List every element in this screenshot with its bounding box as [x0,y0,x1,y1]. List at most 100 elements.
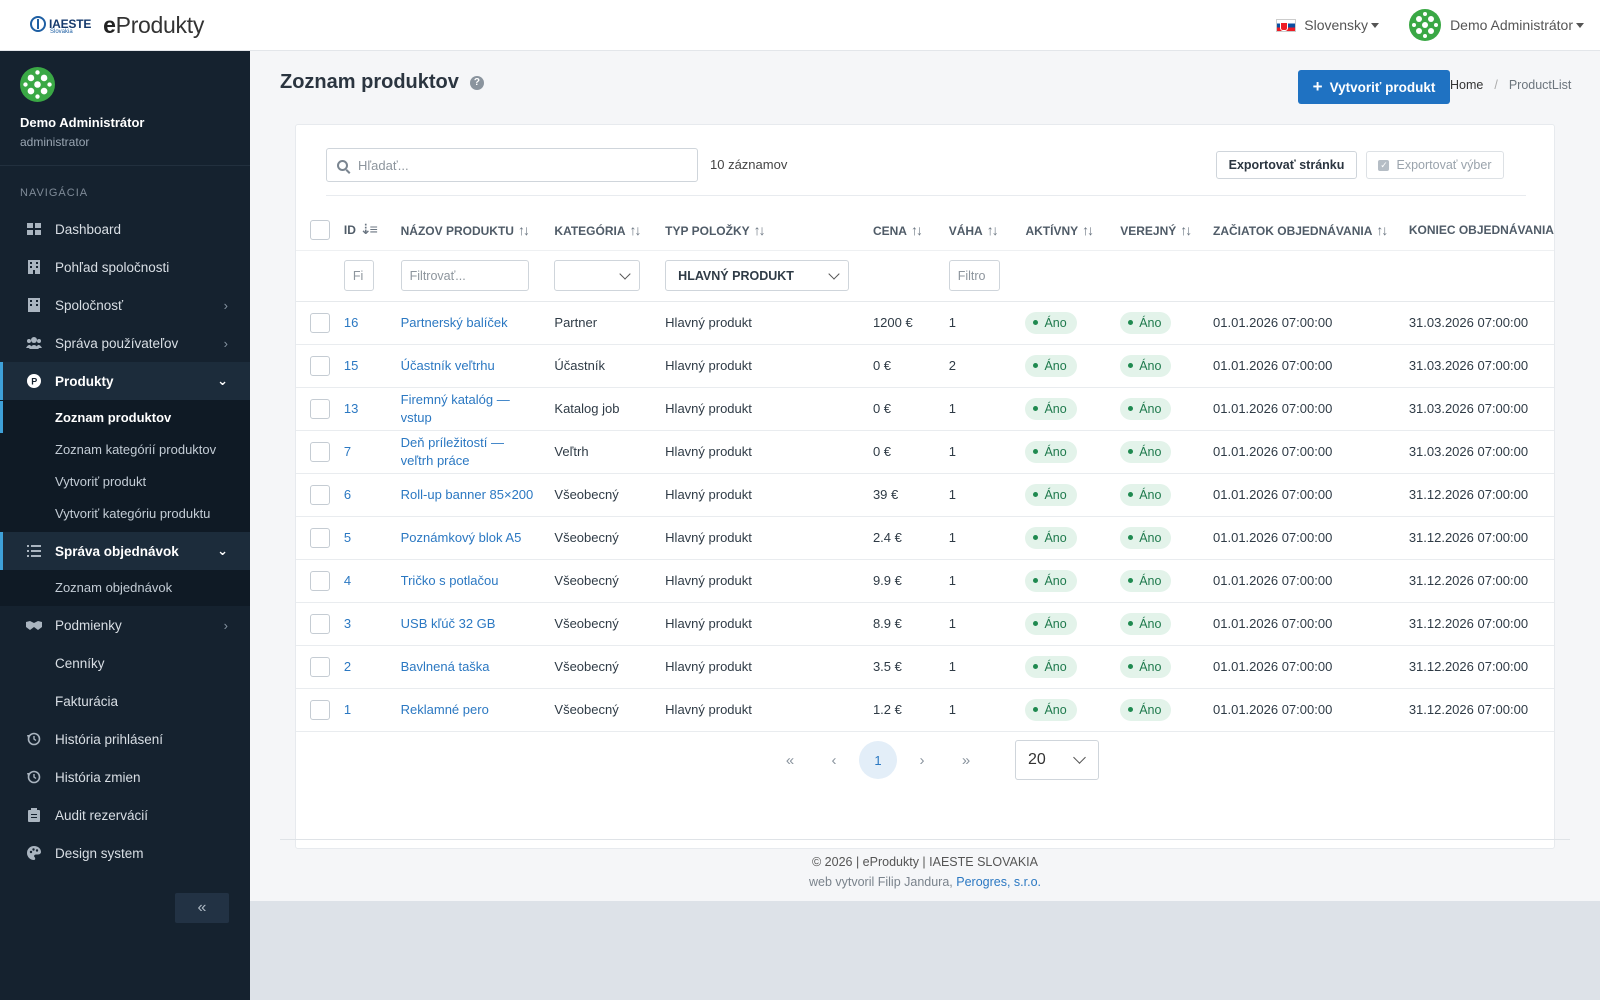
sidebar-subitem-product-list[interactable]: Zoznam produktov [0,401,250,433]
sidebar-item-dashboard[interactable]: Dashboard [0,210,250,248]
page-button-current[interactable]: 1 [859,741,897,779]
column-header-type[interactable]: TYP POLOŽKY ↑↓ [665,210,873,251]
row-checkbox[interactable] [310,484,330,505]
sidebar-subitem-invoicing[interactable]: Fakturácia [55,693,119,709]
user-menu[interactable]: Demo Administrátor [1409,9,1584,41]
sidebar-item-reservation-audit[interactable]: Audit rezervácií [0,796,250,834]
id-filter-input[interactable] [343,260,374,291]
column-header-order-start[interactable]: ZAČIATOK OBJEDNÁVANIA ↑↓ [1213,210,1409,251]
column-header-id[interactable]: ID ⇣≡ [343,210,401,251]
search-input[interactable] [358,157,678,173]
product-name-link[interactable]: Partnerský balíček [400,314,508,330]
row-checkbox[interactable] [310,398,330,419]
column-header-category[interactable]: KATEGÓRIA ↑↓ [554,210,666,251]
next-page-button[interactable]: › [919,751,925,769]
product-id-link[interactable]: 15 [343,358,359,373]
product-id-link[interactable]: 2 [343,659,352,674]
sidebar-subitem-order-list[interactable]: Zoznam objednávok [55,579,173,595]
page-size-select[interactable]: 20 [1015,740,1099,780]
row-checkbox[interactable] [310,699,330,720]
type-filter-select[interactable]: HLAVNÝ PRODUKT [665,260,850,291]
product-id-link[interactable]: 16 [343,315,359,330]
order-start-cell: 01.01.2026 07:00:00 [1213,688,1409,732]
row-checkbox[interactable] [310,355,330,376]
column-header-name[interactable]: NÁZOV PRODUKTU ↑↓ [400,210,555,251]
sidebar-item-products[interactable]: P Produkty ⌄ [0,362,250,400]
first-page-button[interactable]: « [785,751,795,769]
column-header-order-end[interactable]: KONIEC OBJEDNÁVANIA [1408,210,1554,251]
product-name-link[interactable]: Reklamné pero [400,701,489,717]
product-id-link[interactable]: 4 [343,573,352,588]
row-checkbox[interactable] [310,613,330,634]
sidebar-item-company[interactable]: Spoločnosť › [0,286,250,324]
category-filter-select[interactable] [554,260,641,291]
product-name-link[interactable]: Tričko s potlačou [400,572,499,588]
product-name-link[interactable]: Deň príležitostí — veľtrh práce [400,434,504,468]
table-row[interactable]: 1 Reklamné pero Všeobecný Hlavný produkt 1.2… [296,688,1554,732]
table-row[interactable]: 7 Deň príležitostí — veľtrh práce Veľtrh Hl… [296,430,1554,474]
row-checkbox[interactable] [310,656,330,677]
sidebar-subitem-create-product[interactable]: Vytvoriť produkt [55,473,147,489]
product-name-link[interactable]: USB kľúč 32 GB [400,615,496,631]
product-id-link[interactable]: 6 [343,487,352,502]
sidebar-subitem-category-list[interactable]: Zoznam kategórií produktov [55,441,217,457]
sidebar-item-change-history[interactable]: História zmien [0,758,250,796]
sidebar-item-design-system[interactable]: Design system [0,834,250,872]
weight-cell: 1 [948,559,1026,603]
sidebar-item-login-history[interactable]: História prihlásení [0,720,250,758]
public-badge: Áno [1120,483,1172,506]
product-name-link[interactable]: Roll-up banner 85×200 [400,486,534,502]
table-row[interactable]: 4 Tričko s potlačou Všeobecný Hlavný produk… [296,559,1554,603]
table-row[interactable]: 15 Účastník veľtrhu Účastník Hlavný produkt… [296,344,1554,388]
product-id-link[interactable]: 3 [343,616,352,631]
product-name-link[interactable]: Poznámkový blok A5 [400,529,522,545]
product-name-link[interactable]: Bavlnená taška [400,658,490,674]
sidebar-item-orders[interactable]: Správa objednávok ⌄ [0,532,250,570]
sidebar-item-conditions[interactable]: Podmienky › [0,606,250,644]
export-page-button[interactable]: Exportovať stránku [1216,151,1357,179]
table-row[interactable]: 2 Bavlnená taška Všeobecný Hlavný produkt 3.… [296,645,1554,689]
footer: © 2026 | eProdukty | IAESTE SLOVAKIA web… [280,839,1570,892]
column-header-price[interactable]: CENA ↑↓ [872,210,949,251]
last-page-button[interactable]: » [961,751,971,769]
sidebar-subitem-create-category[interactable]: Vytvoriť kategóriu produktu [55,505,211,521]
name-filter-input[interactable] [400,260,529,291]
select-all-checkbox[interactable] [310,219,330,240]
column-header-public[interactable]: VEREJNÝ ↑↓ [1120,210,1214,251]
product-id-link[interactable]: 13 [343,401,359,416]
status-dot-icon [1128,492,1134,497]
table-row[interactable]: 16 Partnerský balíček Partner Hlavný produk… [296,301,1554,345]
table-row[interactable]: 6 Roll-up banner 85×200 Všeobecný Hlavný pr… [296,473,1554,517]
prev-page-button[interactable]: ‹ [831,751,837,769]
language-dropdown[interactable]: Slovensky [1276,17,1380,33]
column-header-weight[interactable]: VÁHA ↑↓ [948,210,1026,251]
table-row[interactable]: 13 Firemný katalóg — vstup Katalog job Hlav… [296,387,1554,431]
help-icon[interactable]: ? [469,75,484,90]
product-name-link[interactable]: Firemný katalóg — vstup [400,391,510,425]
column-header-active[interactable]: AKTÍVNY ↑↓ [1025,210,1121,251]
sidebar-item-company-view[interactable]: Pohľad spoločnosti [0,248,250,286]
row-checkbox[interactable] [310,570,330,591]
footer-company-link[interactable]: Perogres, s.r.o. [956,875,1042,889]
avatar [1409,9,1442,41]
product-id-link[interactable]: 1 [343,702,352,717]
weight-filter-input[interactable] [948,260,1000,291]
product-id-link[interactable]: 5 [343,530,352,545]
table-row[interactable]: 5 Poznámkový blok A5 Všeobecný Hlavný produ… [296,516,1554,560]
table-row[interactable]: 3 USB kľúč 32 GB Všeobecný Hlavný produkt 8.… [296,602,1554,646]
export-selection-button[interactable]: ✓ Exportovať výber [1366,151,1504,179]
row-checkbox[interactable] [310,441,330,462]
sidebar-item-label: Design system [55,845,144,861]
create-product-button[interactable]: + Vytvoriť produkt [1298,70,1450,104]
sidebar-collapse-button[interactable]: « [175,893,229,923]
product-id-link[interactable]: 7 [343,444,352,459]
search-box[interactable] [326,148,698,182]
row-checkbox[interactable] [310,527,330,548]
sidebar-item-users[interactable]: Správa používateľov › [0,324,250,362]
sidebar-subitem-price-lists[interactable]: Cenníky [55,655,105,671]
brand[interactable]: IAESTE Slovakia eProdukty [0,12,250,39]
row-checkbox[interactable] [310,312,330,333]
category-cell: Všeobecný [554,602,666,646]
product-name-link[interactable]: Účastník veľtrhu [400,357,495,373]
breadcrumb-home[interactable]: Home [1450,78,1484,92]
